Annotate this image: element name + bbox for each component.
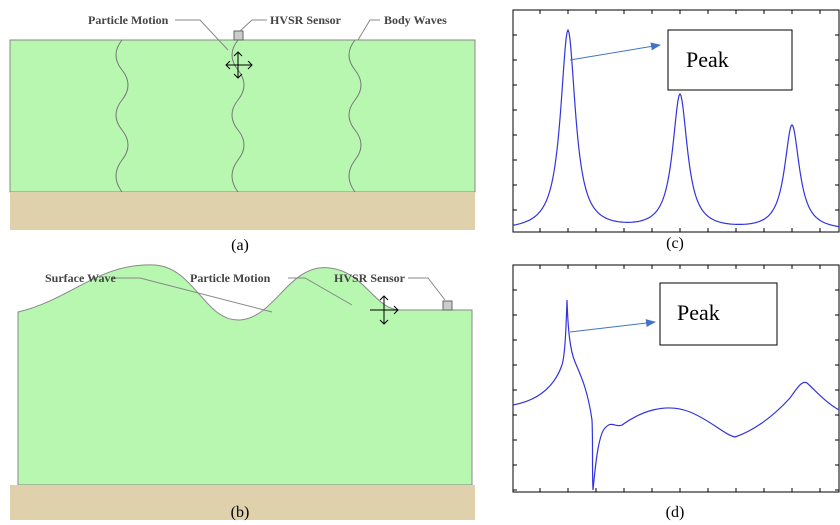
panel-c: Peak (c) <box>512 9 840 252</box>
plot-frame <box>512 9 840 233</box>
caption: (c) <box>666 235 684 252</box>
annotation: Peak <box>686 47 729 72</box>
caption: (a) <box>231 237 249 254</box>
frame-ticks <box>513 10 839 492</box>
arrow <box>569 319 656 333</box>
annotation-box <box>667 29 793 91</box>
ground <box>17 264 473 486</box>
plot-frame <box>512 264 840 493</box>
bedrock <box>10 485 475 520</box>
sensor <box>233 30 244 41</box>
annotation: Peak <box>677 300 720 325</box>
caption: (b) <box>231 504 250 521</box>
label: Surface Wave <box>45 271 116 285</box>
label: HVSR Sensor <box>270 13 342 27</box>
annotation-box <box>659 282 778 346</box>
panel-a: Particle Motion HVSR Sensor Body Waves (… <box>9 13 476 254</box>
panel-d: Peak (d) <box>512 264 840 521</box>
body-waves <box>115 39 362 193</box>
spectrum-curve <box>512 299 840 491</box>
bedrock <box>10 192 475 230</box>
label: Body Waves <box>384 13 447 27</box>
motion-arrows <box>370 295 399 325</box>
label: HVSR Sensor <box>334 271 406 285</box>
caption: (d) <box>666 504 685 521</box>
arrow <box>569 42 661 61</box>
label: Particle Motion <box>88 13 169 27</box>
label: Particle Motion <box>190 271 271 285</box>
ground <box>9 39 476 193</box>
sensor <box>442 300 453 311</box>
spectrum-curve <box>512 28 840 228</box>
motion-arrows <box>225 51 253 79</box>
panel-b: Surface Wave Particle Motion HVSR Sensor… <box>10 264 475 521</box>
